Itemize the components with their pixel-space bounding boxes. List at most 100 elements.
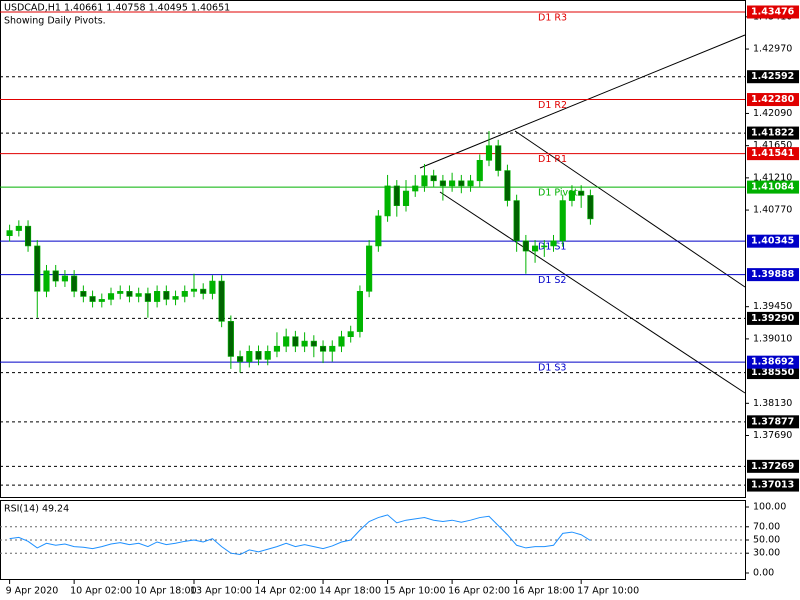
candle-body xyxy=(421,175,428,187)
candle-body xyxy=(485,145,493,161)
x-tick-label: 16 Apr 18:00 xyxy=(513,586,575,597)
candle-body xyxy=(513,200,520,242)
level-price-label: 1.37269 xyxy=(751,461,794,472)
pivot-name: D1 S2 xyxy=(538,275,566,286)
x-tick-label: 10 Apr 02:00 xyxy=(70,586,132,597)
candle-body xyxy=(181,291,188,297)
candle-body xyxy=(338,336,345,347)
candle-body xyxy=(522,240,529,252)
candle-body xyxy=(347,331,354,338)
y-tick-label: 1.41210 xyxy=(753,172,792,183)
candle-body xyxy=(52,270,59,282)
pivot-price-box xyxy=(747,234,799,248)
candle-body xyxy=(541,245,548,248)
candle-body xyxy=(15,225,22,231)
pivot-price-box xyxy=(747,180,799,194)
pivot-price-label: 1.42280 xyxy=(751,94,795,105)
pivot-price-label: 1.39888 xyxy=(751,269,795,280)
level-price-box xyxy=(747,366,799,380)
candle-body xyxy=(356,291,363,332)
level-price-label: 1.42592 xyxy=(751,71,794,82)
candle-body xyxy=(467,180,474,187)
candle-body xyxy=(292,336,299,347)
candle-body xyxy=(255,351,262,360)
candle-body xyxy=(329,345,336,352)
y-tick-label: 0.00 xyxy=(753,568,774,579)
candle-body xyxy=(310,340,317,347)
y-tick-label: 1.39010 xyxy=(753,333,792,344)
trend-line xyxy=(419,34,746,169)
candle-body xyxy=(24,225,32,247)
candle-body xyxy=(117,291,124,294)
candle-body xyxy=(264,351,271,360)
pivot-price-box xyxy=(747,147,799,161)
pivot-price-box xyxy=(747,268,799,282)
candle-body xyxy=(43,270,50,292)
y-tick-label: 1.37690 xyxy=(753,430,792,441)
y-tick-label: 1.38130 xyxy=(753,398,792,409)
candle-body xyxy=(393,185,400,206)
candle-body xyxy=(89,296,96,302)
candle-body xyxy=(200,288,207,294)
candle-body xyxy=(559,200,566,242)
candle-body xyxy=(126,291,133,297)
candle-body xyxy=(71,275,78,292)
candle-body xyxy=(273,345,281,352)
level-price-label: 1.38550 xyxy=(751,367,795,378)
x-tick-label: 15 Apr 10:00 xyxy=(384,586,446,597)
x-tick-label: 9 Apr 2020 xyxy=(6,586,59,597)
candle-body xyxy=(412,185,419,192)
channel-line xyxy=(514,130,746,288)
candle-body xyxy=(449,180,456,187)
y-tick-label: 70.00 xyxy=(753,521,780,532)
rsi-panel xyxy=(0,500,746,580)
pivot-name: D1 S1 xyxy=(538,242,566,253)
candle-body xyxy=(61,275,68,282)
candle-body xyxy=(227,321,234,357)
candle-body xyxy=(283,336,290,347)
pivot-name: D1 R3 xyxy=(538,13,567,24)
x-tick-label: 10 Apr 18:00 xyxy=(135,586,197,597)
candle-body xyxy=(458,180,465,187)
pivot-name: D1 R2 xyxy=(538,100,567,111)
level-price-box xyxy=(747,459,799,473)
candle-body xyxy=(172,296,179,300)
candle-body xyxy=(430,175,437,182)
y-tick-label: 1.41650 xyxy=(753,140,792,151)
candle-body xyxy=(319,345,327,352)
x-tick-label: 16 Apr 02:00 xyxy=(448,586,510,597)
pivot-name: D1 S3 xyxy=(538,363,566,374)
x-tick-label: 17 Apr 10:00 xyxy=(577,586,639,597)
candle-body xyxy=(578,190,585,196)
pivot-name: D1 R1 xyxy=(538,154,567,165)
y-tick-label: 1.40770 xyxy=(753,205,792,216)
rsi-line xyxy=(9,514,591,556)
pivot-price-label: 1.43476 xyxy=(751,7,795,18)
candle-body xyxy=(135,293,142,297)
x-tick-label: 14 Apr 18:00 xyxy=(319,586,381,597)
candle-body xyxy=(495,145,502,171)
candle-body xyxy=(246,351,253,362)
chart-title: USDCAD,H1 1.40661 1.40758 1.40495 1.4065… xyxy=(4,3,230,14)
candle-body xyxy=(504,170,511,201)
candle-body xyxy=(568,190,576,201)
price-panel xyxy=(0,0,746,498)
candle-body xyxy=(237,356,244,362)
pivot-price-label: 1.41084 xyxy=(751,182,795,193)
level-price-label: 1.37877 xyxy=(751,416,794,427)
pivot-price-box xyxy=(747,355,799,369)
level-price-box xyxy=(747,311,799,325)
candle-body xyxy=(98,299,105,302)
rsi-title: RSI(14) 49.24 xyxy=(4,504,69,515)
candle-body xyxy=(154,291,161,302)
level-price-label: 1.39290 xyxy=(751,313,795,324)
candle-body xyxy=(80,291,87,297)
candle-body xyxy=(476,159,483,182)
pivot-name: D1 Pivot xyxy=(538,188,578,199)
y-tick-label: 1.39450 xyxy=(753,301,792,312)
candle-body xyxy=(532,245,539,252)
y-tick-label: 30.00 xyxy=(753,548,780,559)
level-price-box xyxy=(747,126,799,140)
candle-body xyxy=(6,230,13,236)
